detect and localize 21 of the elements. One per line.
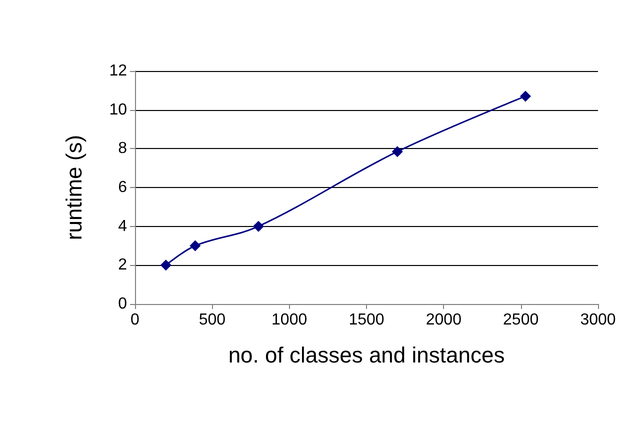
x-tick-label: 1500: [348, 312, 384, 328]
x-tick-label: 2500: [503, 312, 539, 328]
x-tick-label: 500: [198, 312, 226, 328]
point: [520, 90, 531, 102]
point: [252, 220, 264, 232]
y-tick-label: 10: [109, 101, 128, 118]
y-tick-label: 6: [118, 179, 128, 196]
x-tick-label: 3000: [580, 312, 616, 328]
point: [392, 146, 403, 158]
y-axis-title: runtime (s): [62, 134, 86, 240]
point: [160, 260, 172, 271]
y-tick-label: 4: [118, 218, 128, 235]
x-axis-title: no. of classes and instances: [228, 342, 505, 368]
y-tick-label: 0: [118, 296, 128, 312]
x-tick-label: 2000: [426, 312, 462, 328]
x-tick-label: 0: [130, 312, 140, 328]
y-tick-label: 12: [109, 62, 128, 80]
y-tick-label: 8: [118, 140, 128, 158]
point: [190, 240, 201, 252]
x-tick-label: 1000: [272, 312, 308, 328]
y-tick-label: 2: [118, 256, 128, 274]
